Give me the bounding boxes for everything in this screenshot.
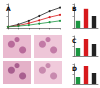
svg-text:C: C (72, 37, 77, 44)
svg-text:D: D (72, 65, 77, 72)
svg-text:B: B (72, 5, 77, 12)
svg-text:A: A (6, 5, 11, 12)
